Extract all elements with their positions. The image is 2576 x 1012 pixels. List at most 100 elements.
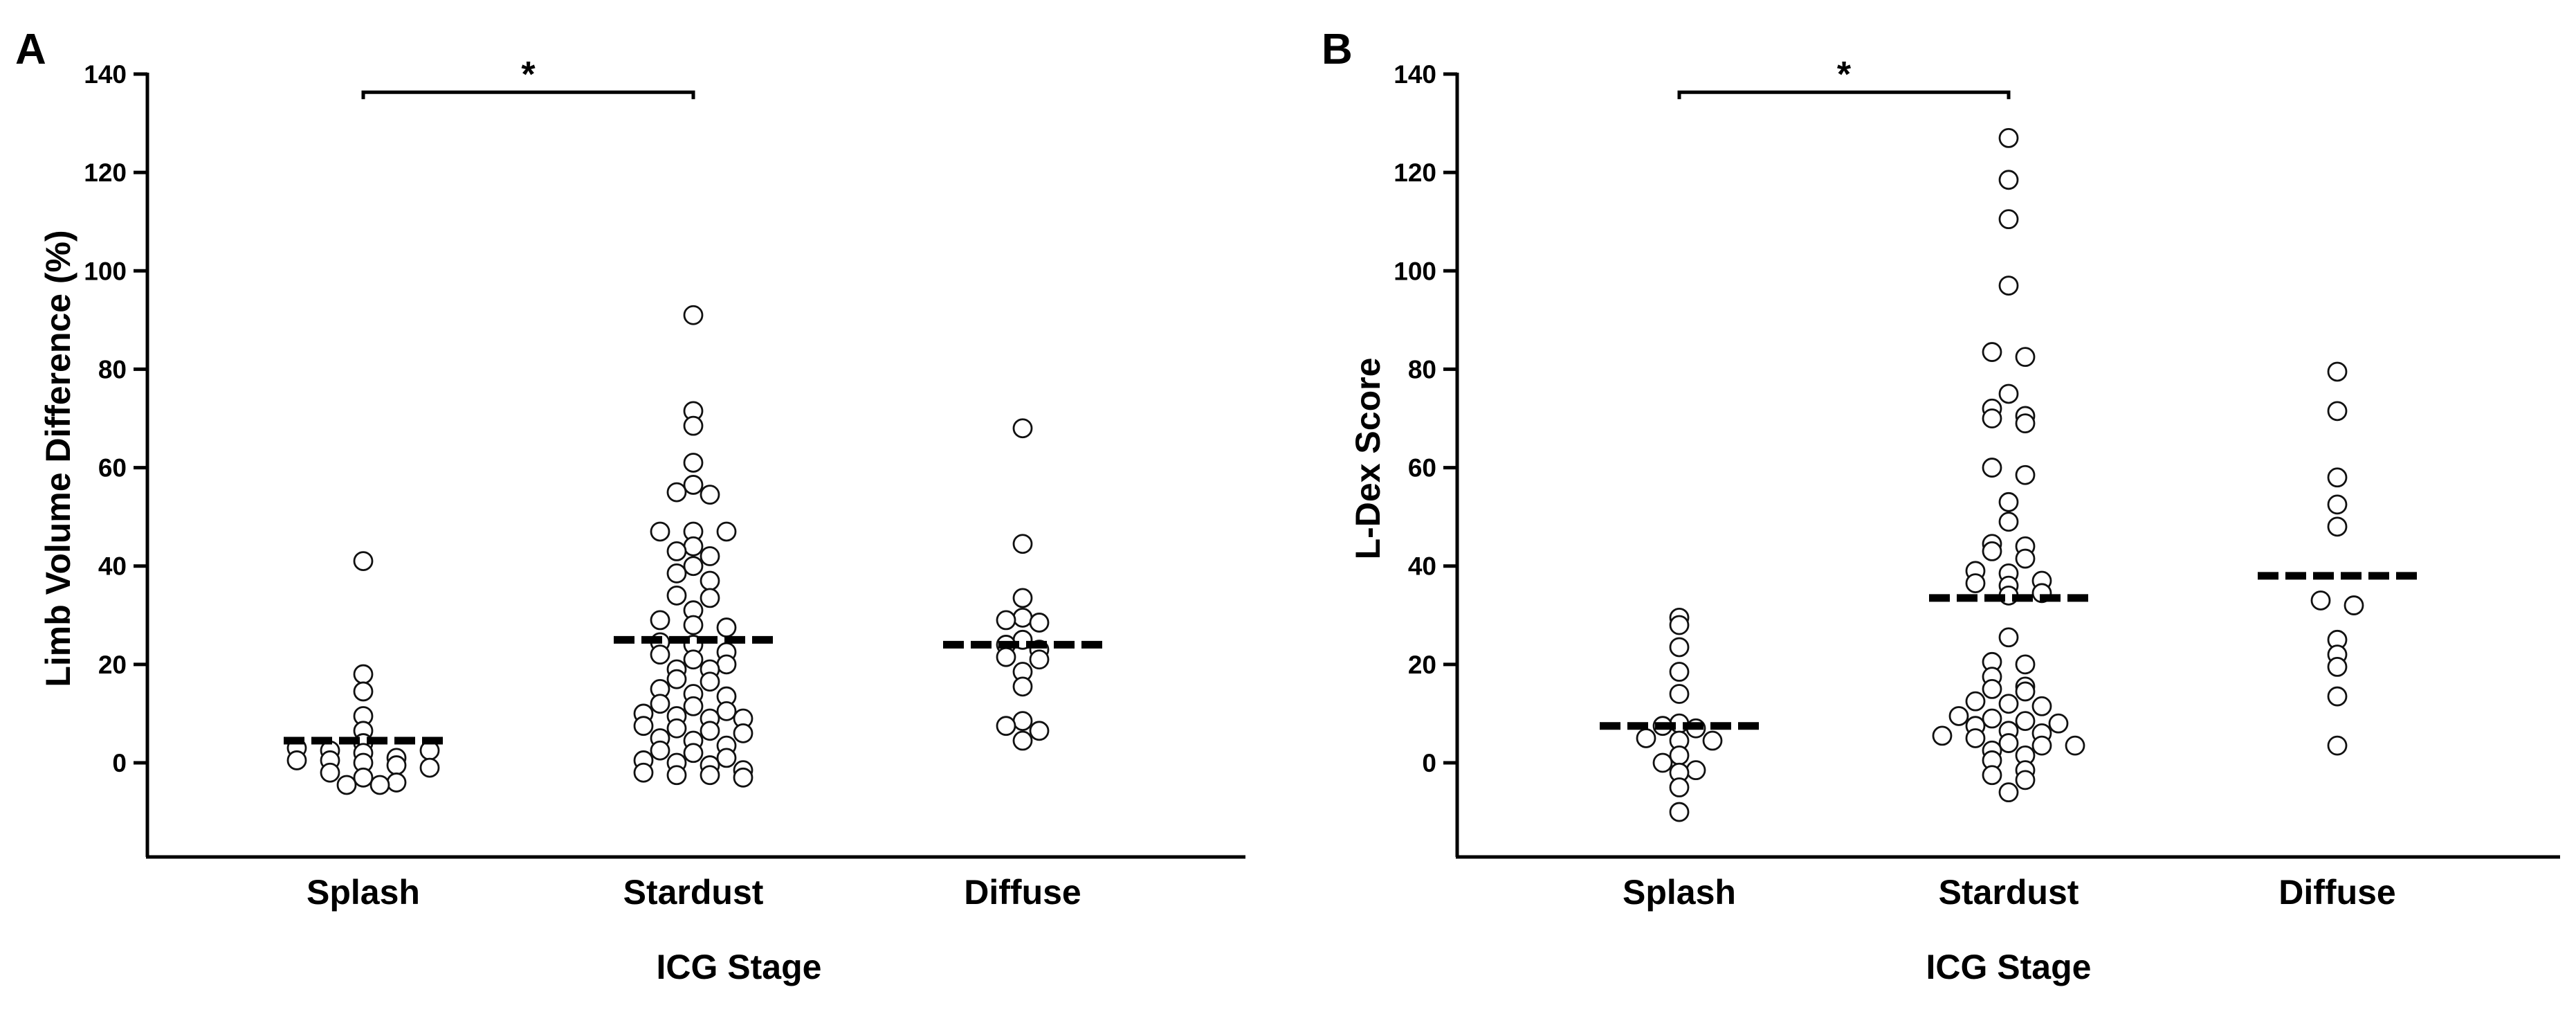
y-tick-label: 140 [1394, 60, 1436, 89]
significance-bracket [361, 90, 695, 100]
data-point [700, 721, 720, 741]
data-point [2065, 735, 2085, 756]
data-point [1012, 418, 1033, 439]
data-point [1669, 745, 1690, 766]
data-point [1998, 209, 2019, 230]
data-point [1669, 802, 1690, 822]
data-point [1982, 765, 2002, 786]
data-point [683, 415, 704, 436]
data-point [2015, 413, 2036, 434]
x-category-label: Diffuse [964, 873, 1081, 912]
data-point [633, 716, 654, 737]
data-point [1998, 733, 2019, 753]
data-point [1029, 613, 1050, 633]
data-point [1636, 728, 1656, 748]
panel-b: B 0 20 40 60 80 100 120 140 L-Dex Score Splash Star… [1322, 26, 2560, 986]
data-point [2327, 516, 2348, 537]
data-point [683, 453, 704, 473]
data-point [1012, 588, 1033, 608]
data-point [716, 654, 737, 675]
data-point [1948, 706, 1969, 726]
data-point [1998, 782, 2019, 803]
y-axis-title: L-Dex Score [1349, 358, 1387, 560]
data-point [700, 765, 720, 786]
data-point [650, 740, 670, 761]
data-point [666, 563, 687, 584]
data-point [683, 615, 704, 635]
data-point [2327, 401, 2348, 422]
data-point [1982, 408, 2002, 428]
data-point [386, 755, 407, 775]
data-point [2327, 657, 2348, 677]
data-point [1702, 730, 1723, 751]
data-point [633, 762, 654, 783]
data-point [2015, 347, 2036, 368]
data-point [666, 541, 687, 561]
data-point [716, 521, 737, 542]
significance-bracket [1677, 90, 2011, 100]
data-point [996, 647, 1016, 667]
data-point [2327, 361, 2348, 382]
data-point [1965, 728, 1986, 748]
data-point [1652, 752, 1673, 773]
panel-label: A [15, 26, 46, 73]
data-point [683, 743, 704, 763]
panel-a: A 0 20 40 60 80 100 120 140 Limb Volume Differenc… [15, 26, 1245, 986]
data-point [2015, 464, 2036, 485]
data-point [2327, 686, 2348, 707]
data-point [996, 716, 1016, 737]
data-point [1012, 676, 1033, 697]
data-point [1669, 684, 1690, 704]
data-point [650, 521, 670, 542]
y-tick-label: 20 [1408, 651, 1436, 679]
data-point [1965, 691, 1986, 712]
y-tick-label: 120 [84, 159, 127, 187]
y-tick-label: 60 [98, 454, 127, 482]
data-point [1012, 711, 1033, 731]
y-tick-label: 60 [1408, 454, 1436, 482]
data-point [700, 546, 720, 566]
data-point [1998, 512, 2019, 532]
data-point [716, 748, 737, 768]
data-point [2327, 735, 2348, 756]
data-point [666, 765, 687, 786]
data-point [666, 669, 687, 689]
data-point [700, 570, 720, 591]
data-point [2310, 590, 2331, 611]
data-point [1998, 694, 2019, 714]
data-point [2015, 548, 2036, 569]
data-point [2327, 467, 2348, 488]
data-point [996, 610, 1016, 631]
data-point [2015, 681, 2036, 702]
data-point [1029, 721, 1050, 741]
data-point [700, 671, 720, 692]
data-point [336, 775, 357, 795]
data-point [1029, 649, 1050, 670]
data-point [1012, 730, 1033, 751]
data-point [1998, 491, 2019, 512]
y-tick-label: 40 [1408, 552, 1436, 581]
data-point [1998, 627, 2019, 648]
y-tick-label: 140 [84, 60, 127, 89]
significance-star: * [1837, 55, 1852, 95]
data-point [286, 750, 307, 770]
x-axis-title: ICG Stage [1926, 948, 2092, 986]
y-tick-label: 0 [112, 749, 127, 777]
data-point [386, 772, 407, 793]
y-tick-label: 20 [98, 651, 127, 679]
data-point [353, 681, 374, 702]
data-point [683, 649, 704, 670]
data-point [320, 762, 340, 783]
data-point [1669, 662, 1690, 682]
data-point [353, 767, 374, 788]
data-point [1982, 708, 2002, 729]
data-point [1982, 342, 2002, 362]
data-point [700, 485, 720, 505]
data-point [1998, 383, 2019, 404]
data-point [2344, 595, 2364, 615]
y-tick-label: 100 [84, 257, 127, 285]
data-point [650, 694, 670, 714]
data-point [1965, 573, 1986, 593]
data-point [353, 551, 374, 572]
data-point [650, 610, 670, 631]
